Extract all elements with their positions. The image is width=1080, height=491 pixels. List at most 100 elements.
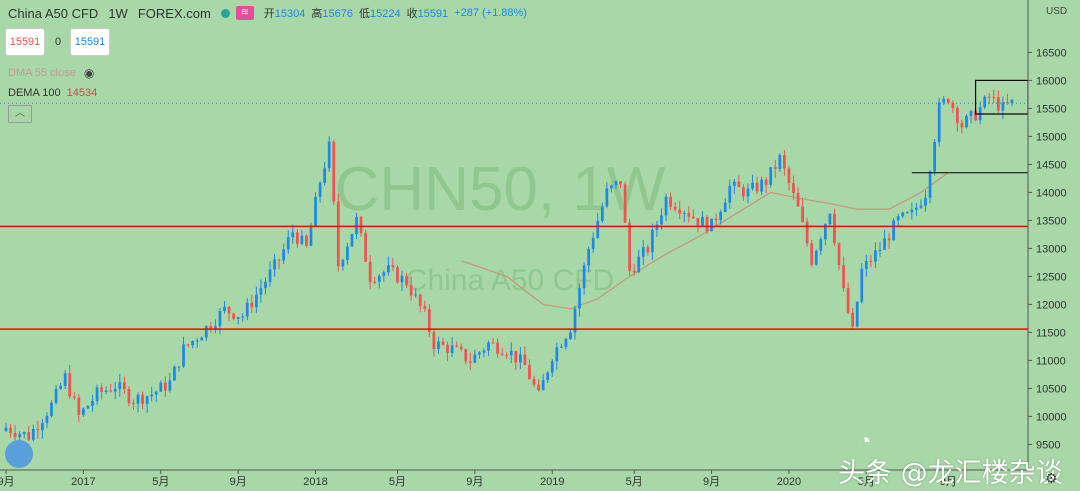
tradingview-logo-icon[interactable] (5, 440, 33, 468)
hidden-indicator-row[interactable]: DMA 55 close ◉ (8, 66, 94, 80)
candle-body (682, 212, 686, 214)
candle-body (810, 243, 814, 265)
candle-body (405, 275, 408, 286)
x-tick-label: 5月 (858, 476, 875, 488)
candle-body (459, 346, 463, 350)
time-axis[interactable]: 9月 2017 5月 9月 2018 5月 9月 2019 5月 9月 2020 5月 9月 (0, 469, 1028, 491)
candle-body (664, 196, 668, 216)
candle-body (427, 308, 431, 332)
candle-body (18, 433, 22, 438)
candle-body (282, 249, 286, 261)
x-tick-label: 5月 (152, 476, 169, 488)
candle-body (596, 220, 600, 238)
high-label: 高 (311, 8, 323, 20)
candle-body (41, 423, 44, 431)
candle-body (373, 281, 377, 283)
candle-body (587, 248, 591, 266)
price-axis[interactable]: 9500 10000 10500 11000 11500 12000 12500 13000 1… (1027, 0, 1080, 491)
watermark-main: CHN50, 1W (335, 155, 666, 224)
candle-body (446, 344, 449, 354)
candle-body (732, 181, 736, 186)
candle-body (946, 98, 950, 103)
compare-chip-icon[interactable]: ≋ (235, 6, 254, 20)
candle-body (455, 345, 459, 347)
candle-body (186, 344, 190, 346)
candle-body (214, 326, 217, 330)
candle-body (796, 192, 800, 207)
candle-body (168, 380, 172, 391)
candle-body (769, 167, 773, 185)
candle-body (610, 185, 613, 189)
candle-body (191, 340, 194, 346)
plot-background (0, 0, 1028, 470)
candle-body (828, 213, 832, 225)
candle-body (528, 364, 531, 380)
candle-body (332, 141, 336, 202)
candle-body (910, 209, 914, 213)
candle-body (915, 207, 918, 210)
candle-body (764, 179, 768, 185)
low-label: 低 (358, 8, 370, 20)
candle-body (273, 259, 276, 270)
candle-body (473, 354, 477, 363)
candle-body (514, 350, 518, 363)
candle-body (27, 432, 31, 440)
candle-body (600, 206, 604, 221)
eye-hidden-icon[interactable]: ◉ (83, 66, 95, 80)
candle-body (614, 181, 618, 186)
candle-body (728, 185, 732, 203)
candle-body (855, 301, 859, 327)
sell-button[interactable]: 15591 (5, 28, 45, 56)
candle-body (350, 234, 354, 247)
candle-body (842, 265, 845, 289)
candle-body (163, 382, 167, 391)
x-tick-label: 9月 (230, 476, 247, 488)
candle-body (241, 316, 245, 318)
candle-body (9, 427, 12, 434)
candle-body (987, 96, 991, 98)
candle-body (209, 326, 213, 330)
x-tick-label: 2017 (71, 476, 95, 488)
candle-body (132, 403, 135, 405)
candle-body (45, 415, 49, 424)
candle-body (72, 396, 76, 398)
collapse-legend-button[interactable]: ︿ (8, 105, 32, 123)
candle-body (441, 341, 445, 345)
candle-body (719, 211, 723, 221)
candle-body (824, 224, 827, 240)
symbol-name[interactable]: China A50 CFD (8, 5, 99, 21)
candle-body (432, 331, 436, 350)
x-tick-label: 5月 (389, 476, 406, 488)
candle-body (264, 281, 267, 289)
y-tick-label: 15500 (1036, 103, 1067, 115)
footer-watermark: 头条 @龙汇楼杂谈 (838, 458, 1063, 489)
buy-button[interactable]: 15591 (70, 28, 110, 56)
close-label: 收 (406, 8, 418, 20)
y-tick-label: 13000 (1036, 243, 1067, 255)
candle-body (582, 265, 586, 289)
candle-body (532, 379, 536, 385)
dema-legend[interactable]: DEMA 100 14534 (8, 87, 97, 99)
open-number: 15304 (274, 8, 306, 20)
candle-body (173, 366, 176, 381)
interval-label[interactable]: 1W (108, 5, 128, 21)
candle-body (309, 225, 313, 246)
y-tick-label: 15000 (1036, 131, 1067, 143)
candle-body (91, 400, 94, 406)
dema-label: DEMA 100 (8, 87, 61, 99)
gear-icon[interactable]: ⚙ (1045, 470, 1058, 486)
candle-body (450, 345, 454, 354)
candle-body (637, 256, 641, 273)
candle-body (232, 313, 235, 319)
y-tick-label: 11000 (1036, 355, 1066, 367)
candle-body (396, 267, 399, 283)
candle-body (928, 171, 932, 198)
candle-body (414, 294, 418, 296)
candle-body (751, 182, 754, 189)
candle-body (400, 275, 404, 283)
candle-body (874, 250, 877, 262)
price-axis-bg (1028, 0, 1080, 491)
candle-body (423, 305, 427, 309)
